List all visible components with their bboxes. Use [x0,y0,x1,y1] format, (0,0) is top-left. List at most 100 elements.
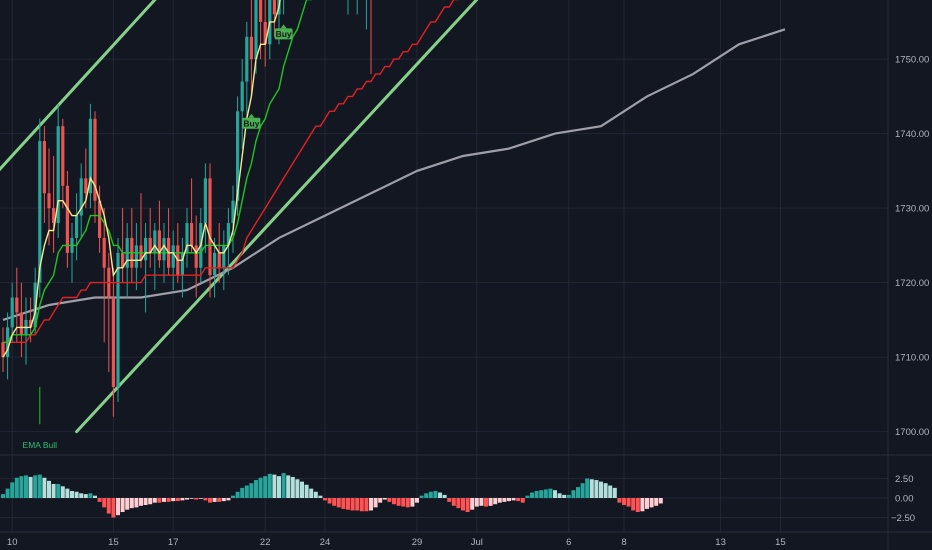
candle-body[interactable] [190,223,194,246]
candle-body[interactable] [116,252,120,387]
oscillator-bar [198,498,203,499]
oscillator-bar [640,498,645,512]
oscillator-bar [171,498,176,502]
candle-body[interactable] [134,245,138,268]
candle-body[interactable] [75,215,79,238]
oscillator-bar [530,492,534,498]
candle-body[interactable] [102,237,106,268]
oscillator-pane[interactable] [1,473,663,518]
price-tick-label: 1750.00 [895,55,929,66]
oscillator-bar [456,498,461,509]
oscillator-bar [244,485,249,498]
main-plot-area[interactable]: BuyBuyBuyBuyBuyBuyBuyEMA Bull [0,0,888,450]
oscillator-bar [88,493,93,498]
candle-body[interactable] [121,252,125,268]
candle-body[interactable] [180,252,184,276]
candle-body[interactable] [1,342,5,358]
candle-body[interactable] [153,230,157,253]
channel-upper-line[interactable] [0,0,748,186]
candle-body[interactable] [217,252,221,268]
oscillator-bar [410,498,415,507]
sma-long-line [2,28,786,321]
candle-body[interactable] [93,118,97,201]
buy-signal-badge[interactable] [242,117,261,129]
oscillator-bar [415,498,419,503]
candle-body[interactable] [249,36,253,60]
candle-body[interactable] [231,200,235,224]
candle-body[interactable] [88,118,92,194]
oscillator-bar [534,490,539,498]
candle-body[interactable] [203,178,207,224]
candle-body[interactable] [15,297,19,313]
oscillator-bar [1,494,5,498]
candle-body[interactable] [236,111,240,201]
oscillator-bar [461,498,465,511]
candle-body[interactable] [254,0,258,60]
oscillator-bar [208,498,212,503]
candle-body[interactable] [148,237,152,253]
candle-body[interactable] [185,223,189,253]
candle-body[interactable] [263,21,267,45]
buy-signal-label: Buy [243,119,259,129]
oscillator-bar [493,498,498,505]
candle-body[interactable] [272,0,276,15]
channel-lower-line[interactable] [75,0,836,434]
oscillator-bar [318,495,323,498]
oscillator-bar [300,481,304,498]
candle-body[interactable] [29,319,33,328]
candle-body[interactable] [226,223,230,246]
buy-signal-badge[interactable] [274,28,293,40]
oscillator-bar [612,487,617,498]
candle-body[interactable] [162,237,166,261]
candle-body[interactable] [222,245,226,268]
candle-body[interactable] [240,81,244,112]
oscillator-bar [442,494,447,498]
oscillator-bar [79,493,84,498]
candle-body[interactable] [194,245,198,268]
ema-bull-label: EMA Bull [23,440,58,450]
oscillator-bar [24,475,28,498]
candle-body[interactable] [144,237,148,261]
oscillator-bar [599,481,603,498]
candle-body[interactable] [98,200,102,238]
candle-body[interactable] [61,126,65,186]
oscillator-bar [295,479,300,498]
oscillator-bar [585,478,590,498]
candle-body[interactable] [65,185,69,253]
price-tick-label: 1710.00 [895,353,929,364]
oscillator-bar [10,482,15,498]
oscillator-bar [571,490,576,498]
oscillator-bar [139,498,143,506]
candle-body[interactable] [208,178,212,276]
date-tick-label: 24 [320,537,331,548]
candle-body[interactable] [157,230,161,261]
candle-body[interactable] [84,178,88,194]
price-tick-label: 1720.00 [895,278,929,289]
candle-body[interactable] [42,141,46,194]
oscillator-bar [635,498,640,513]
candle-body[interactable] [171,245,175,268]
oscillator-bar [272,474,277,498]
oscillator-bar [111,498,116,518]
candle-body[interactable] [56,126,60,224]
candle-body[interactable] [33,282,37,328]
candle-body[interactable] [52,208,56,224]
candle-body[interactable] [47,193,51,209]
candle-body[interactable] [245,36,249,82]
candle-body[interactable] [259,0,263,22]
oscillator-bar [401,498,406,507]
date-tick-label: 10 [7,537,18,548]
candle-body[interactable] [111,297,115,387]
candle-body[interactable] [19,312,23,335]
oscillator-bar [162,498,166,502]
oscillator-bar [608,485,613,498]
candle-body[interactable] [38,141,42,283]
candle-body[interactable] [10,297,14,328]
oscillator-bar [28,476,33,498]
oscillator-bar [254,480,258,498]
candle-body[interactable] [213,252,217,276]
oscillator-bar [51,483,56,498]
candle-body[interactable] [79,178,83,216]
oscillator-bar [359,498,364,512]
